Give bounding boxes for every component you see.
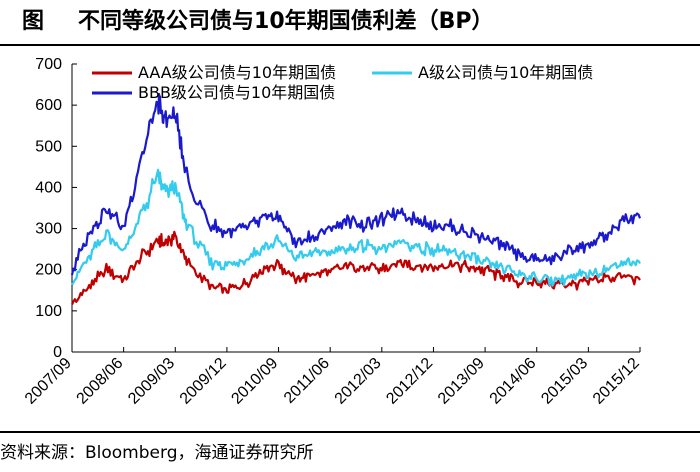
x-tick-label: 2014/06 xyxy=(487,355,540,408)
x-tick-label: 2015/03 xyxy=(538,355,591,408)
title-rule xyxy=(0,44,700,46)
x-tick-label: 2011/06 xyxy=(281,355,333,407)
legend-label-1: AAA级公司债与10年期国债 xyxy=(138,63,336,82)
source-note: 资料来源：Bloomberg，海通证券研究所 xyxy=(0,443,314,463)
figure-label: 图 xyxy=(22,9,45,34)
y-tick-label: 100 xyxy=(35,303,62,320)
x-tick-label: 2015/12 xyxy=(590,355,643,408)
x-tick-label: 2009/12 xyxy=(177,355,230,408)
x-tick-label: 2012/03 xyxy=(332,355,385,408)
x-tick-label: 2007/09 xyxy=(22,355,75,408)
line-chart: 01002003004005006007002007/092008/062009… xyxy=(22,56,643,408)
y-tick-label: 300 xyxy=(35,221,62,238)
y-tick-label: 600 xyxy=(35,97,62,114)
x-tick-label: 2013/09 xyxy=(435,355,488,408)
title-text: 不同等级公司债与10年期国债利差（BP） xyxy=(78,9,494,34)
y-tick-label: 700 xyxy=(35,56,62,73)
footer-rule xyxy=(0,431,700,433)
chart-title: 图 不同等级公司债与10年期国债利差（BP） xyxy=(0,0,700,38)
legend-label-3: BBB级公司债与10年期国债 xyxy=(138,83,335,102)
y-tick-label: 400 xyxy=(35,179,62,196)
series-line-1 xyxy=(71,230,641,305)
x-tick-label: 2012/12 xyxy=(383,355,436,408)
series-line-2 xyxy=(71,168,641,287)
x-tick-label: 2008/06 xyxy=(74,355,127,408)
y-tick-label: 0 xyxy=(53,344,62,361)
x-tick-label: 2009/03 xyxy=(125,355,178,408)
y-tick-label: 200 xyxy=(35,262,62,279)
x-tick-label: 2010/09 xyxy=(228,355,281,408)
y-tick-label: 500 xyxy=(35,138,62,155)
series-line-3 xyxy=(70,92,642,276)
legend-label-2: A级公司债与10年期国债 xyxy=(418,63,593,82)
